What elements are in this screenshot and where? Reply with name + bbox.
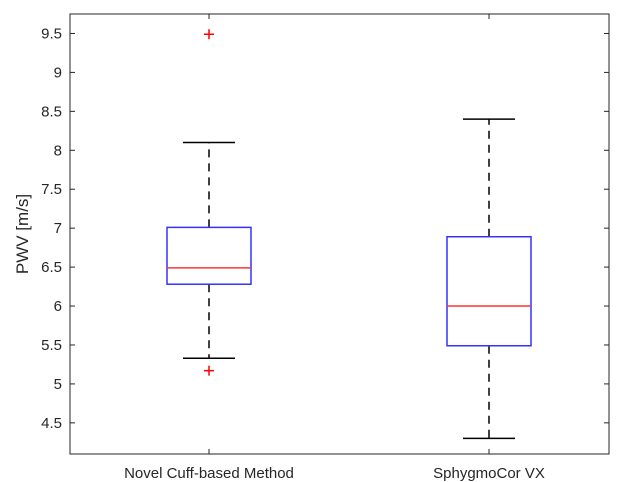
outlier-marker: [204, 365, 214, 376]
iqr-box: [166, 226, 252, 285]
y-axis: 4.5 5 5.5 6 6.5 7 7.5 8 8.5 9 9.5: [41, 25, 609, 432]
y-tick-label: 4.5: [41, 415, 62, 432]
y-tick-label: 6: [54, 298, 62, 315]
x-tick-label: Novel Cuff-based Method: [124, 465, 294, 482]
outlier-marker: [204, 29, 214, 40]
x-axis: Novel Cuff-based Method SphygmoCor VX: [124, 14, 545, 482]
y-tick-label: 7.5: [41, 181, 62, 198]
y-tick-label: 8: [54, 142, 62, 159]
y-tick-label: 9: [54, 64, 62, 81]
iqr-box: [446, 235, 532, 347]
y-tick-label: 5.5: [41, 337, 62, 354]
plot-area: [69, 13, 610, 455]
y-tick-label: 5: [54, 376, 62, 393]
y-tick-label: 8.5: [41, 103, 62, 120]
box-group: [446, 118, 532, 440]
box-group: [166, 29, 252, 376]
y-tick-label: 7: [54, 220, 62, 237]
y-axis-title: PWV [m/s]: [13, 194, 32, 274]
y-tick-label: 6.5: [41, 259, 62, 276]
x-tick-label: SphygmoCor VX: [433, 465, 545, 482]
y-tick-label: 9.5: [41, 25, 62, 42]
boxes-layer: [166, 29, 532, 440]
